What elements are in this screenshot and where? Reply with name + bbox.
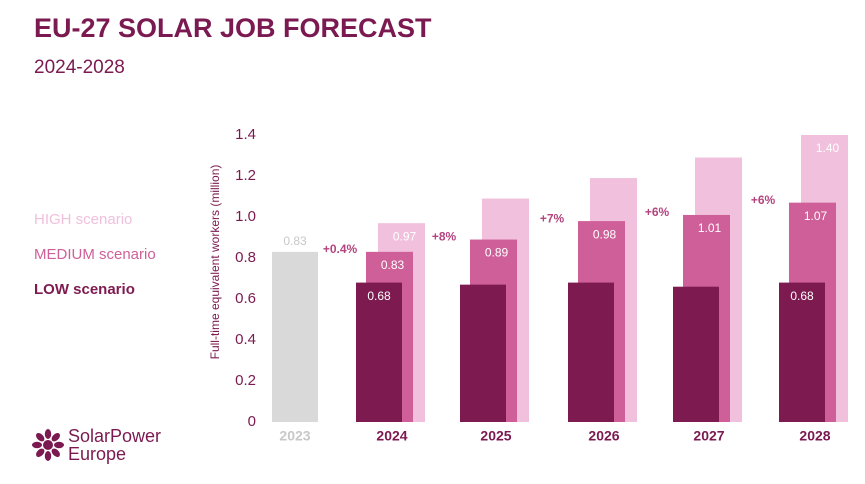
data-label: 0.83 <box>381 258 405 272</box>
bar <box>673 286 719 422</box>
logo-icon <box>32 429 64 461</box>
y-tick-label: 0 <box>248 413 256 430</box>
legend-label: HIGH scenario <box>34 211 132 228</box>
y-tick-label: 0.4 <box>235 331 256 348</box>
bar <box>356 282 402 422</box>
chart-subtitle: 2024-2028 <box>34 57 125 78</box>
data-label: 0.97 <box>393 229 417 243</box>
x-tick-label: 2024 <box>376 428 407 444</box>
bar <box>779 282 825 422</box>
legend-label: LOW scenario <box>34 281 135 298</box>
data-label: 1.01 <box>698 221 722 235</box>
bar <box>460 284 506 422</box>
y-tick-label: 0.8 <box>235 249 256 266</box>
logo-text: Europe <box>68 444 126 464</box>
y-tick-label: 0.6 <box>235 290 256 307</box>
x-tick-label: 2026 <box>588 428 619 444</box>
x-tick-label: 2027 <box>693 428 724 444</box>
x-tick-label: 2028 <box>799 428 830 444</box>
data-label: 0.89 <box>485 246 509 260</box>
y-axis-label: Full-time equivalent workers (million) <box>208 165 222 360</box>
legend-label: MEDIUM scenario <box>34 246 156 263</box>
chart-title: EU-27 SOLAR JOB FORECAST <box>34 13 432 43</box>
data-label: 0.68 <box>367 289 391 303</box>
growth-label: +0.4% <box>323 242 358 256</box>
x-tick-label: 2025 <box>480 428 511 444</box>
y-tick-label: 1.2 <box>235 167 256 184</box>
growth-label: +7% <box>540 211 565 225</box>
logo-text: SolarPower <box>68 426 161 446</box>
data-label: 0.68 <box>790 289 814 303</box>
y-tick-label: 1.0 <box>235 208 256 225</box>
growth-label: +6% <box>751 193 776 207</box>
growth-label: +6% <box>645 205 670 219</box>
data-label: 1.07 <box>804 209 828 223</box>
y-tick-label: 1.4 <box>235 126 256 143</box>
data-label: 1.40 <box>816 141 840 155</box>
data-label: 0.83 <box>283 234 307 248</box>
y-tick-label: 0.2 <box>235 372 256 389</box>
bar <box>272 251 318 422</box>
x-tick-label: 2023 <box>279 428 310 444</box>
bar <box>568 282 614 422</box>
growth-label: +8% <box>432 230 457 244</box>
data-label: 0.98 <box>593 227 617 241</box>
